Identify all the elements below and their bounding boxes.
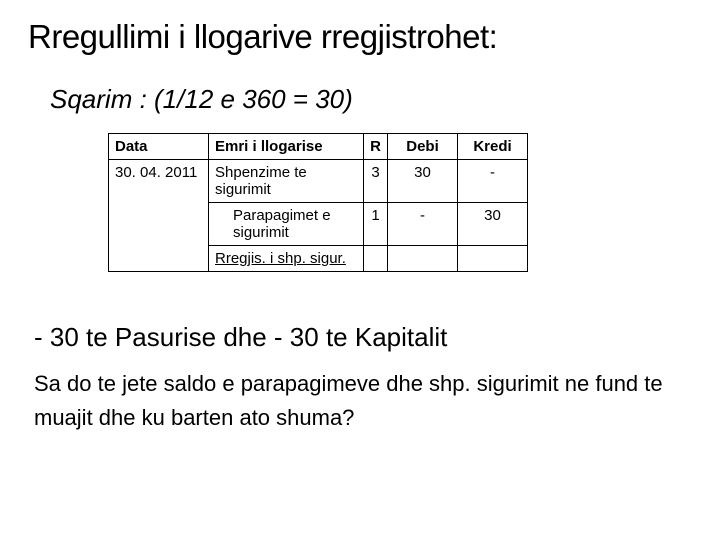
cell-empty — [388, 246, 458, 272]
col-header-debi: Debi — [388, 134, 458, 160]
table-row: 30. 04. 2011 Shpenzime te sigurimit 3 30… — [109, 160, 528, 203]
question-text: Sa do te jete saldo e parapagimeve dhe s… — [34, 367, 692, 435]
bullet-line: - 30 te Pasurise dhe - 30 te Kapitalit — [34, 322, 692, 353]
cell-debi-2: - — [388, 203, 458, 246]
cell-name-2: Parapagimet e sigurimit — [209, 203, 364, 246]
cell-footer: Rregjis. i shp. sigur. — [209, 246, 364, 272]
cell-kredi-2: 30 — [458, 203, 528, 246]
cell-r-1: 3 — [364, 160, 388, 203]
cell-name-1: Shpenzime te sigurimit — [209, 160, 364, 203]
col-header-data: Data — [109, 134, 209, 160]
page-title: Rregullimi i llogarive rregjistrohet: — [28, 18, 692, 56]
table-header-row: Data Emri i llogarise R Debi Kredi — [109, 134, 528, 160]
col-header-emri: Emri i llogarise — [209, 134, 364, 160]
cell-empty — [364, 246, 388, 272]
col-header-r: R — [364, 134, 388, 160]
cell-debi-1: 30 — [388, 160, 458, 203]
cell-kredi-1: - — [458, 160, 528, 203]
cell-empty — [458, 246, 528, 272]
accounting-table: Data Emri i llogarise R Debi Kredi 30. 0… — [108, 133, 692, 272]
cell-date: 30. 04. 2011 — [109, 160, 209, 272]
col-header-kredi: Kredi — [458, 134, 528, 160]
subtitle: Sqarim : (1/12 e 360 = 30) — [50, 84, 692, 115]
cell-r-2: 1 — [364, 203, 388, 246]
